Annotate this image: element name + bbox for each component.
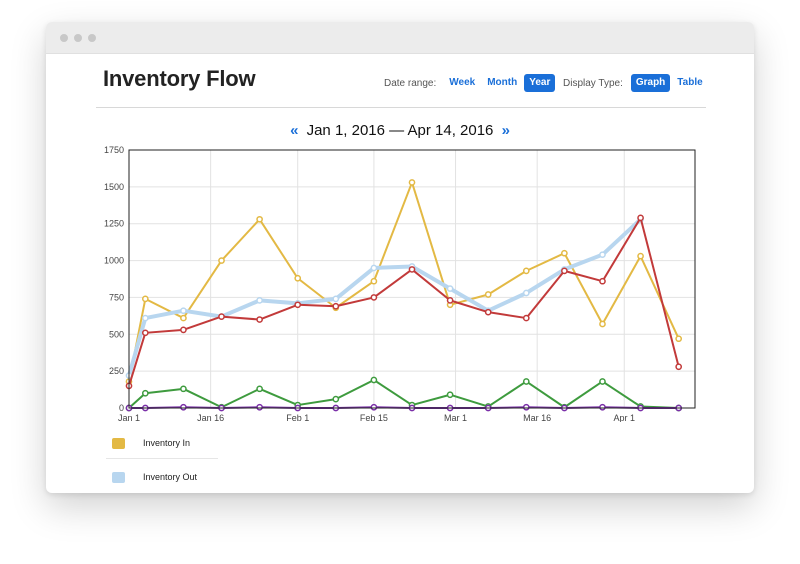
header-divider (96, 107, 706, 108)
plot-area (129, 150, 695, 408)
series-line-3 (128, 378, 680, 409)
legend-swatch-inventory-in (112, 437, 125, 449)
app-window: Inventory Flow Date range: Week Month Ye… (46, 22, 754, 493)
series-point-3 (446, 391, 454, 399)
y-tick-label: 750 (109, 292, 124, 302)
series-point-0 (561, 249, 568, 257)
plot-border (128, 149, 696, 409)
x-tick-label: Apr 1 (613, 413, 635, 422)
x-tick-label: Mar 16 (523, 413, 551, 422)
series-point-1 (256, 297, 263, 304)
page-title: Inventory Flow (103, 66, 256, 91)
date-range-text: Jan 1, 2016 — Apr 14, 2016 (306, 122, 494, 139)
window-close-dot[interactable] (60, 34, 68, 42)
series-point-0 (294, 274, 302, 282)
display-graph-button[interactable]: Graph (630, 74, 671, 92)
series-point-0 (180, 314, 187, 322)
series-point-2 (522, 314, 530, 322)
series-point-2 (294, 301, 302, 309)
prev-range-button[interactable]: « (290, 122, 299, 139)
series-point-4 (599, 403, 606, 411)
x-tick-label: Feb 15 (360, 413, 388, 422)
series-point-2 (637, 214, 644, 222)
date-range-control: Date range: Week Month Year (384, 73, 556, 93)
y-tick-label: 0 (119, 403, 124, 413)
y-tick-label: 1000 (104, 256, 124, 266)
series-point-1 (599, 251, 606, 259)
y-tick-label: 500 (109, 329, 124, 339)
legend-swatch-inventory-out (112, 471, 125, 483)
series-point-0 (675, 335, 683, 343)
series-point-0 (408, 179, 416, 186)
series-point-1 (522, 289, 530, 297)
date-range-week-button[interactable]: Week (449, 77, 476, 88)
series-point-3 (370, 376, 378, 384)
series-point-0 (218, 257, 225, 264)
y-tick-label: 250 (109, 366, 124, 376)
display-type-label: Display Type: (563, 77, 623, 89)
series-point-1 (141, 314, 149, 322)
series-point-3 (522, 378, 530, 385)
series-point-4 (522, 403, 530, 411)
next-range-button[interactable]: » (501, 122, 510, 139)
series-point-2 (484, 308, 492, 316)
series-point-0 (637, 252, 644, 260)
series-point-1 (446, 285, 454, 292)
series-point-2 (446, 297, 454, 304)
series-point-0 (370, 277, 378, 285)
legend-item-inventory-out[interactable]: Inventory Out (106, 463, 206, 491)
series-point-1 (180, 307, 187, 315)
x-tick-label: Jan 1 (118, 413, 140, 422)
y-tick-label: 1500 (104, 182, 124, 192)
series-point-2 (141, 329, 149, 337)
series-point-2 (256, 316, 263, 323)
series-point-2 (332, 302, 340, 310)
series-point-3 (256, 385, 263, 393)
display-table-button[interactable]: Table (677, 77, 703, 88)
window-minimize-dot[interactable] (74, 34, 82, 42)
inventory-line-chart: 0 250 500 750 1000 1250 1500 1750 Jan 1 Jan 16 Feb… (104, 145, 696, 422)
series-point-2 (675, 363, 683, 371)
series-point-0 (522, 267, 530, 275)
series-point-3 (599, 378, 606, 385)
series-point-1 (370, 264, 378, 272)
window-titlebar (46, 22, 754, 54)
series-point-0 (484, 291, 492, 298)
series-point-0 (141, 295, 149, 303)
series-line-0 (128, 181, 680, 383)
display-type-control: Display Type: Graph Table (563, 73, 708, 93)
date-range-year-button[interactable]: Year (524, 74, 556, 92)
legend-divider (106, 458, 218, 459)
x-tick-label: Jan 16 (197, 413, 224, 422)
series-point-0 (599, 320, 606, 328)
series-point-2 (370, 294, 378, 301)
x-tick-label: Mar 1 (444, 413, 467, 422)
y-tick-label: 1250 (104, 219, 124, 229)
series-point-4 (370, 403, 378, 411)
series-point-4 (256, 403, 263, 411)
series-point-2 (218, 313, 225, 320)
series-point-0 (256, 215, 263, 223)
series-point-1 (332, 295, 340, 303)
series-point-4 (180, 403, 187, 411)
date-range-label: Date range: (384, 77, 437, 89)
y-tick-label: 1750 (104, 145, 124, 155)
window-zoom-dot[interactable] (88, 34, 96, 42)
legend-item-inventory-in[interactable]: Inventory In (106, 429, 206, 457)
x-tick-label: Feb 1 (286, 413, 309, 422)
legend-label-inventory-out: Inventory Out (143, 472, 198, 482)
series-point-3 (332, 395, 340, 403)
series-point-2 (561, 267, 568, 275)
series-point-3 (141, 389, 149, 397)
series-point-2 (180, 326, 187, 334)
date-range-month-button[interactable]: Month (487, 77, 518, 88)
date-navigator: « Jan 1, 2016 — Apr 14, 2016 » (46, 122, 754, 139)
series-point-2 (408, 266, 416, 273)
series-point-3 (180, 385, 187, 393)
series-line-2 (128, 216, 680, 387)
series-point-2 (599, 277, 606, 285)
legend-label-inventory-in: Inventory In (143, 438, 191, 448)
